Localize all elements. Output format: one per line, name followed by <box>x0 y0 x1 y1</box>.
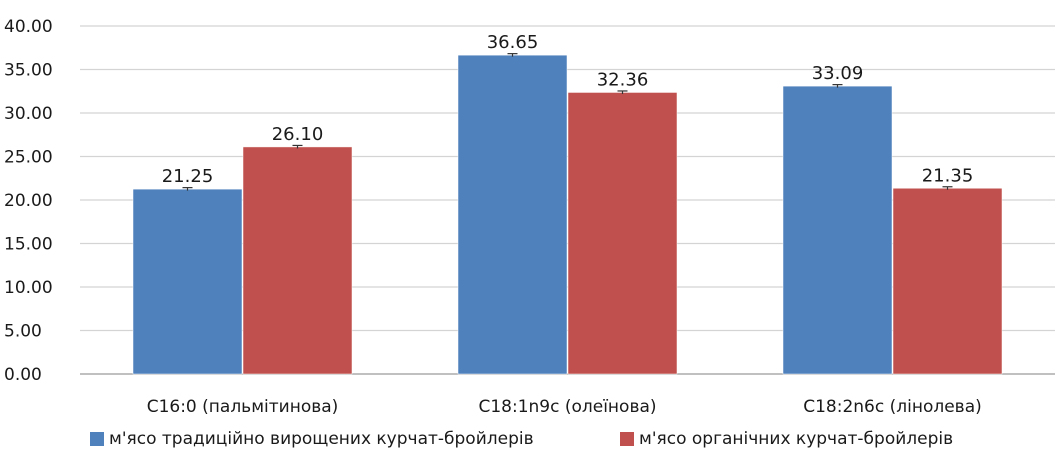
bar <box>457 54 568 375</box>
category-label: С18:1n9c (олеїнова) <box>478 397 656 417</box>
legend-label: м'ясо органічних курчат-бройлерів <box>639 429 953 449</box>
bar <box>782 85 893 375</box>
legend: м'ясо традиційно вирощених курчат-бройле… <box>90 429 953 449</box>
gridlines <box>80 25 1055 375</box>
bar <box>892 188 1003 375</box>
y-tick-label: 15.00 <box>4 235 53 255</box>
legend-label: м'ясо традиційно вирощених курчат-бройле… <box>109 429 534 449</box>
category-label: С16:0 (пальмітинова) <box>147 397 339 417</box>
y-axis-ticks: 0.00 5.00 10.00 15.00 20.00 25.00 30.00 35.00 40… <box>4 17 53 385</box>
x-axis-categories: С16:0 (пальмітинова) С18:1n9c (олеїнова) С… <box>147 397 982 417</box>
legend-swatch <box>90 432 104 446</box>
y-tick-label: 35.00 <box>4 61 53 81</box>
bar <box>242 146 353 375</box>
data-label: 33.09 <box>812 63 864 84</box>
data-label: 26.10 <box>272 124 324 145</box>
y-tick-label: 0.00 <box>4 365 42 385</box>
data-labels: 21.25 26.10 36.65 32.36 33.09 21.35 <box>162 32 974 187</box>
bar <box>567 92 678 375</box>
y-tick-label: 10.00 <box>4 278 53 298</box>
data-label: 32.36 <box>597 69 649 90</box>
y-tick-label: 40.00 <box>4 17 53 37</box>
y-tick-label: 30.00 <box>4 104 53 124</box>
data-label: 21.25 <box>162 166 214 187</box>
y-tick-label: 20.00 <box>4 191 53 211</box>
category-label: С18:2n6c (лінолева) <box>803 397 982 417</box>
legend-swatch <box>620 432 634 446</box>
y-tick-label: 25.00 <box>4 148 53 168</box>
y-tick-label: 5.00 <box>4 322 42 342</box>
bars <box>132 53 1003 375</box>
data-label: 21.35 <box>922 165 974 186</box>
bar <box>132 188 243 375</box>
data-label: 36.65 <box>487 32 539 53</box>
